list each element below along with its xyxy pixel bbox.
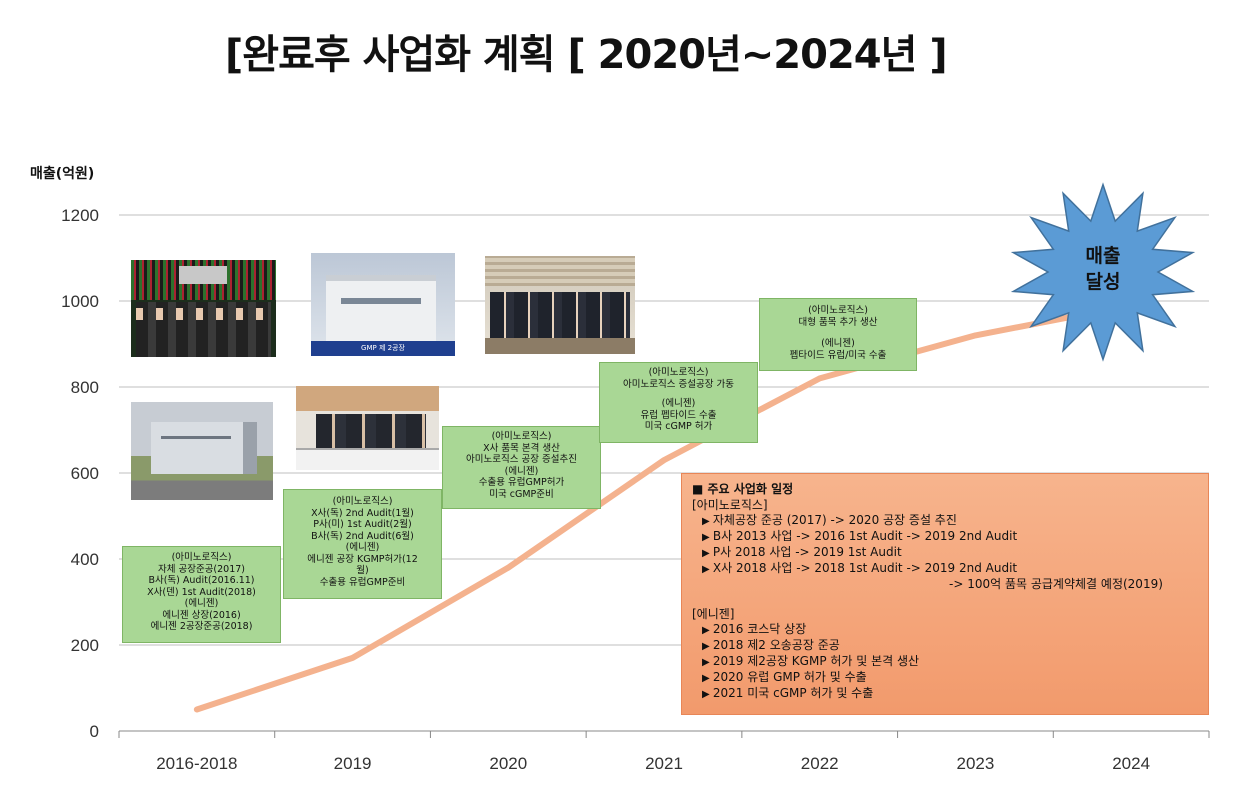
business-plan-box: ■ 주요 사업화 일정 [아미노로직스] 자체공장 준공 (2017) -> 2… <box>681 473 1209 715</box>
achievement-burst: 매출 달성 <box>1010 182 1196 362</box>
plan-item: 2021 미국 cGMP 허가 및 수출 <box>692 686 1198 702</box>
photo-caption: GMP 제 2공장 <box>311 341 455 356</box>
milestone-box-2020: (아미노로직스) X사 품목 본격 생산 아미노로직스 공장 증설추진 (에니젠) 수출… <box>442 426 601 509</box>
photo-factory-building <box>131 402 273 500</box>
y-tick-label: 400 <box>71 550 99 569</box>
plan-item: P사 2018 사업 -> 2019 1st Audit <box>692 545 1198 561</box>
x-tick-label: 2021 <box>645 754 683 773</box>
milestone-box-2021: (아미노로직스) 아미노로직스 증설공장 가동 (에니젠) 유럽 펩타이드 수출 미국 … <box>599 362 758 443</box>
x-tick-label: 2022 <box>801 754 839 773</box>
y-tick-label: 1000 <box>61 292 99 311</box>
plan-item: 2018 제2 오송공장 준공 <box>692 638 1198 654</box>
photo-gmp-plant-2: GMP 제 2공장 <box>311 253 455 356</box>
plan-item: X사 2018 사업 -> 2018 1st Audit -> 2019 2nd… <box>692 561 1198 577</box>
y-axis-title: 매출(억원) <box>30 166 95 182</box>
plan-section-anygen: [에니젠] <box>692 607 735 621</box>
x-tick-label: 2024 <box>1112 754 1150 773</box>
plan-item-continuation: -> 100억 품목 공급계약체결 예정(2019) <box>949 577 1163 591</box>
x-tick-label: 2016-2018 <box>156 754 237 773</box>
plan-heading: ■ 주요 사업화 일정 <box>692 482 794 496</box>
burst-line1: 매출 <box>1086 245 1121 267</box>
y-tick-label: 0 <box>90 722 99 741</box>
photo-signing-meeting <box>296 386 439 470</box>
milestone-box-2016-2018: (아미노로직스) 자체 공장준공(2017) B사(독) Audit(2016.11… <box>122 546 281 643</box>
burst-line2: 달성 <box>1086 271 1121 293</box>
plan-item: 자체공장 준공 (2017) -> 2020 공장 증설 추진 <box>692 513 1198 529</box>
plan-section-aminologics: [아미노로직스] <box>692 498 768 512</box>
y-tick-label: 1200 <box>61 206 99 225</box>
plan-item: 2019 제2공장 KGMP 허가 및 본격 생산 <box>692 654 1198 670</box>
plan-item: 2020 유럽 GMP 허가 및 수출 <box>692 670 1198 686</box>
y-tick-label: 600 <box>71 464 99 483</box>
plan-item: 2016 코스닥 상장 <box>692 622 1198 638</box>
revenue-line <box>193 302 1135 713</box>
plan-item: B사 2013 사업 -> 2016 1st Audit -> 2019 2nd… <box>692 529 1198 545</box>
y-tick-label: 200 <box>71 636 99 655</box>
milestone-box-2019: (아미노로직스) X사(독) 2nd Audit(1월) P사(미) 1st Aud… <box>283 489 442 599</box>
milestone-box-2022: (아미노로직스) 대형 품목 추가 생산 (에니젠) 펩타이드 유럽/미국 수출 <box>759 298 917 371</box>
x-tick-label: 2020 <box>489 754 527 773</box>
photo-listing-ceremony <box>131 260 276 357</box>
x-tick-label: 2019 <box>334 754 372 773</box>
y-tick-label: 800 <box>71 378 99 397</box>
photo-group-meeting <box>485 256 635 354</box>
page-title: [완료후 사업화 계획 [ 2020년~2024년 ] <box>225 32 948 78</box>
burst-star-icon <box>1010 182 1196 362</box>
x-tick-label: 2023 <box>957 754 995 773</box>
